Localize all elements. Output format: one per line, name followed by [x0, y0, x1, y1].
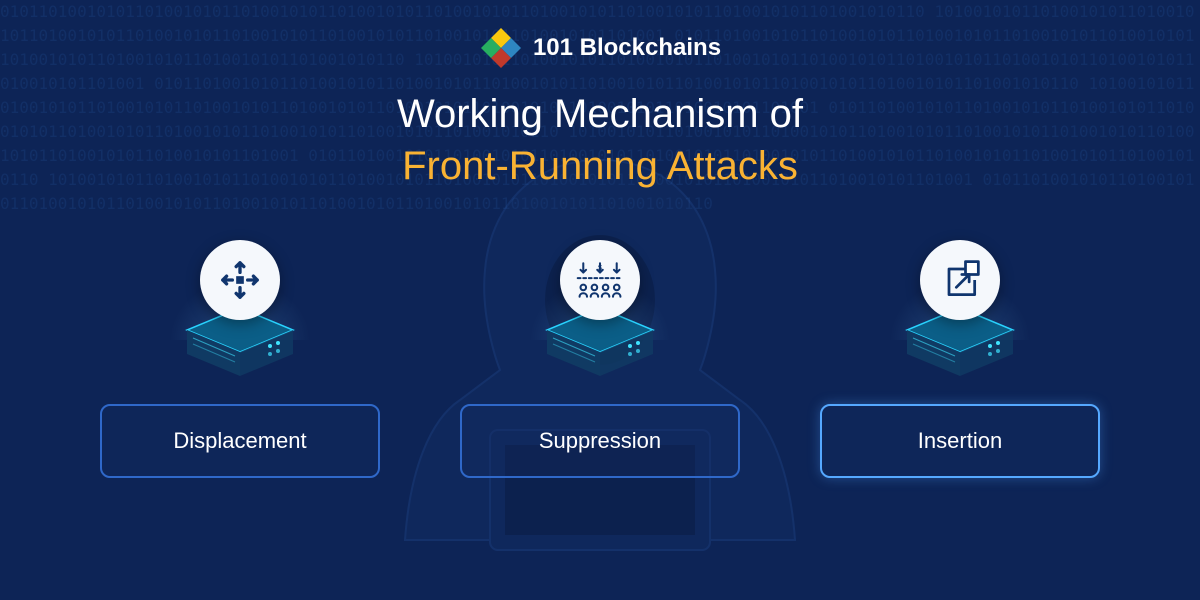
page-title: Working Mechanism of Front-Running Attac… — [0, 90, 1200, 190]
card-label: Suppression — [460, 404, 740, 478]
card-displacement: Displacement — [100, 280, 380, 478]
brand-logo-icon — [479, 26, 523, 70]
card-label: Insertion — [820, 404, 1100, 478]
brand-name: 101 Blockchains — [533, 34, 721, 62]
title-line-1: Working Mechanism of — [397, 92, 803, 136]
brand-row: 101 Blockchains — [0, 0, 1200, 70]
server-icon — [175, 280, 305, 380]
title-line-2: Front-Running Attacks — [0, 142, 1200, 190]
suppress-queue-icon: $ — [560, 240, 640, 320]
cards-row: Displacement $ Suppr — [0, 280, 1200, 478]
server-icon: $ — [535, 280, 665, 380]
svg-text:$: $ — [598, 263, 602, 272]
card-insertion: Insertion — [820, 280, 1100, 478]
card-label: Displacement — [100, 404, 380, 478]
card-suppression: $ Suppression — [460, 280, 740, 478]
expand-arrows-icon — [200, 240, 280, 320]
insert-external-icon — [920, 240, 1000, 320]
server-icon — [895, 280, 1025, 380]
